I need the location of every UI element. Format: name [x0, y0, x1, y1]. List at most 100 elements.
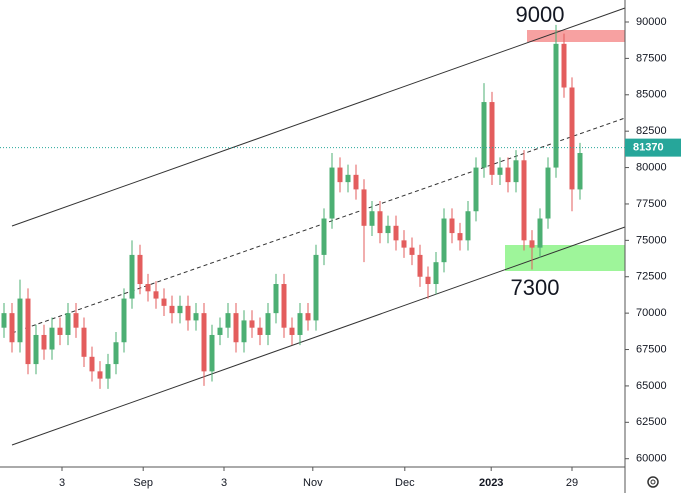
- candle-body: [521, 160, 527, 241]
- x-tick-label: Sep: [133, 477, 153, 489]
- candle-body: [185, 305, 191, 321]
- candle-body: [273, 284, 279, 314]
- settings-icon[interactable]: [647, 476, 659, 488]
- candle-body: [449, 218, 455, 234]
- candle-body: [377, 211, 383, 234]
- candle-body: [193, 313, 199, 321]
- y-tick-label: 82500: [636, 125, 667, 137]
- candle-body: [297, 313, 303, 335]
- y-tick-label: 65000: [636, 380, 667, 392]
- candle-body: [17, 298, 23, 343]
- y-tick-label: 62500: [636, 416, 667, 428]
- candle-body: [305, 313, 311, 321]
- candle-body: [225, 313, 231, 328]
- candle-body: [537, 218, 543, 248]
- candle-body: [137, 254, 143, 285]
- candle-body: [553, 43, 559, 168]
- candle-body: [321, 218, 327, 255]
- candle-body: [569, 87, 575, 190]
- candle-body: [169, 305, 175, 314]
- channel-upper: [11, 7, 626, 227]
- candle-body: [417, 254, 423, 277]
- candle-body: [89, 356, 95, 372]
- y-tick-label: 60000: [636, 453, 667, 465]
- candle-body: [81, 327, 87, 357]
- candle-body: [561, 43, 567, 88]
- candle-body: [577, 153, 583, 190]
- y-tick-label: 72500: [636, 271, 667, 283]
- candle-body: [425, 276, 431, 285]
- candle-body: [353, 174, 359, 190]
- candle-body: [473, 167, 479, 212]
- candle-body: [489, 102, 495, 175]
- candle-body: [153, 291, 159, 299]
- x-tick-label: Dec: [395, 477, 415, 489]
- candle-body: [345, 174, 351, 183]
- resistance-zone: [527, 30, 625, 42]
- candle-body: [249, 320, 255, 328]
- candle-body: [145, 284, 151, 292]
- candle-body: [409, 247, 415, 255]
- candle-body: [385, 225, 391, 234]
- y-tick-label: 80000: [636, 161, 667, 173]
- candle-body: [433, 262, 439, 285]
- x-tick-label: 3: [221, 477, 227, 489]
- candle-body: [33, 334, 39, 365]
- annotation: 7300: [511, 275, 560, 300]
- candle-body: [401, 240, 407, 248]
- candle-body: [65, 313, 71, 335]
- y-tick-label: 90000: [636, 16, 667, 28]
- last-price-box: [625, 138, 681, 157]
- candle-body: [457, 233, 463, 241]
- candle-body: [97, 371, 103, 379]
- y-tick-label: 70000: [636, 307, 667, 319]
- candle-body: [105, 364, 111, 379]
- candle-body: [289, 327, 295, 335]
- x-tick-label: 29: [566, 477, 578, 489]
- candle-body: [529, 240, 535, 248]
- candle-body: [257, 327, 263, 335]
- candle-body: [369, 211, 375, 226]
- candle-body: [465, 211, 471, 241]
- channel-middle: [11, 117, 626, 334]
- y-tick-label: 87500: [636, 52, 667, 64]
- y-tick-label: 67500: [636, 343, 667, 355]
- candle-body: [513, 160, 519, 183]
- candle-body: [217, 327, 223, 335]
- candle-body: [329, 167, 335, 219]
- candle-body: [241, 320, 247, 343]
- candle-body: [113, 342, 119, 365]
- candle-body: [393, 225, 399, 241]
- candles: [1, 24, 583, 389]
- x-tick-label: Nov: [303, 477, 323, 489]
- candle-body: [25, 298, 31, 365]
- candle-body: [177, 305, 183, 314]
- x-tick-label: 3: [59, 477, 65, 489]
- candle-body: [129, 254, 135, 299]
- candle-body: [361, 189, 367, 226]
- candle-body: [265, 313, 271, 335]
- candle-body: [497, 167, 503, 175]
- y-tick-label: 85000: [636, 89, 667, 101]
- candle-body: [505, 167, 511, 183]
- annotation: 9000: [516, 2, 565, 27]
- y-tick-label: 75000: [636, 234, 667, 246]
- candle-body: [545, 167, 551, 219]
- candle-body: [481, 102, 487, 168]
- y-tick-label: 77500: [636, 198, 667, 210]
- candle-body: [161, 298, 167, 306]
- candle-body: [313, 254, 319, 321]
- candle-body: [1, 313, 7, 328]
- candle-body: [121, 298, 127, 343]
- candle-body: [233, 313, 239, 343]
- candle-body: [281, 284, 287, 328]
- candle-body: [201, 313, 207, 372]
- last-price-label: 81370: [633, 142, 664, 154]
- candle-body: [337, 167, 343, 183]
- candle-body: [41, 334, 47, 350]
- channel-lower: [11, 226, 626, 446]
- candle-body: [441, 218, 447, 263]
- candle-body: [49, 327, 55, 350]
- x-tick-label: 2023: [479, 477, 503, 489]
